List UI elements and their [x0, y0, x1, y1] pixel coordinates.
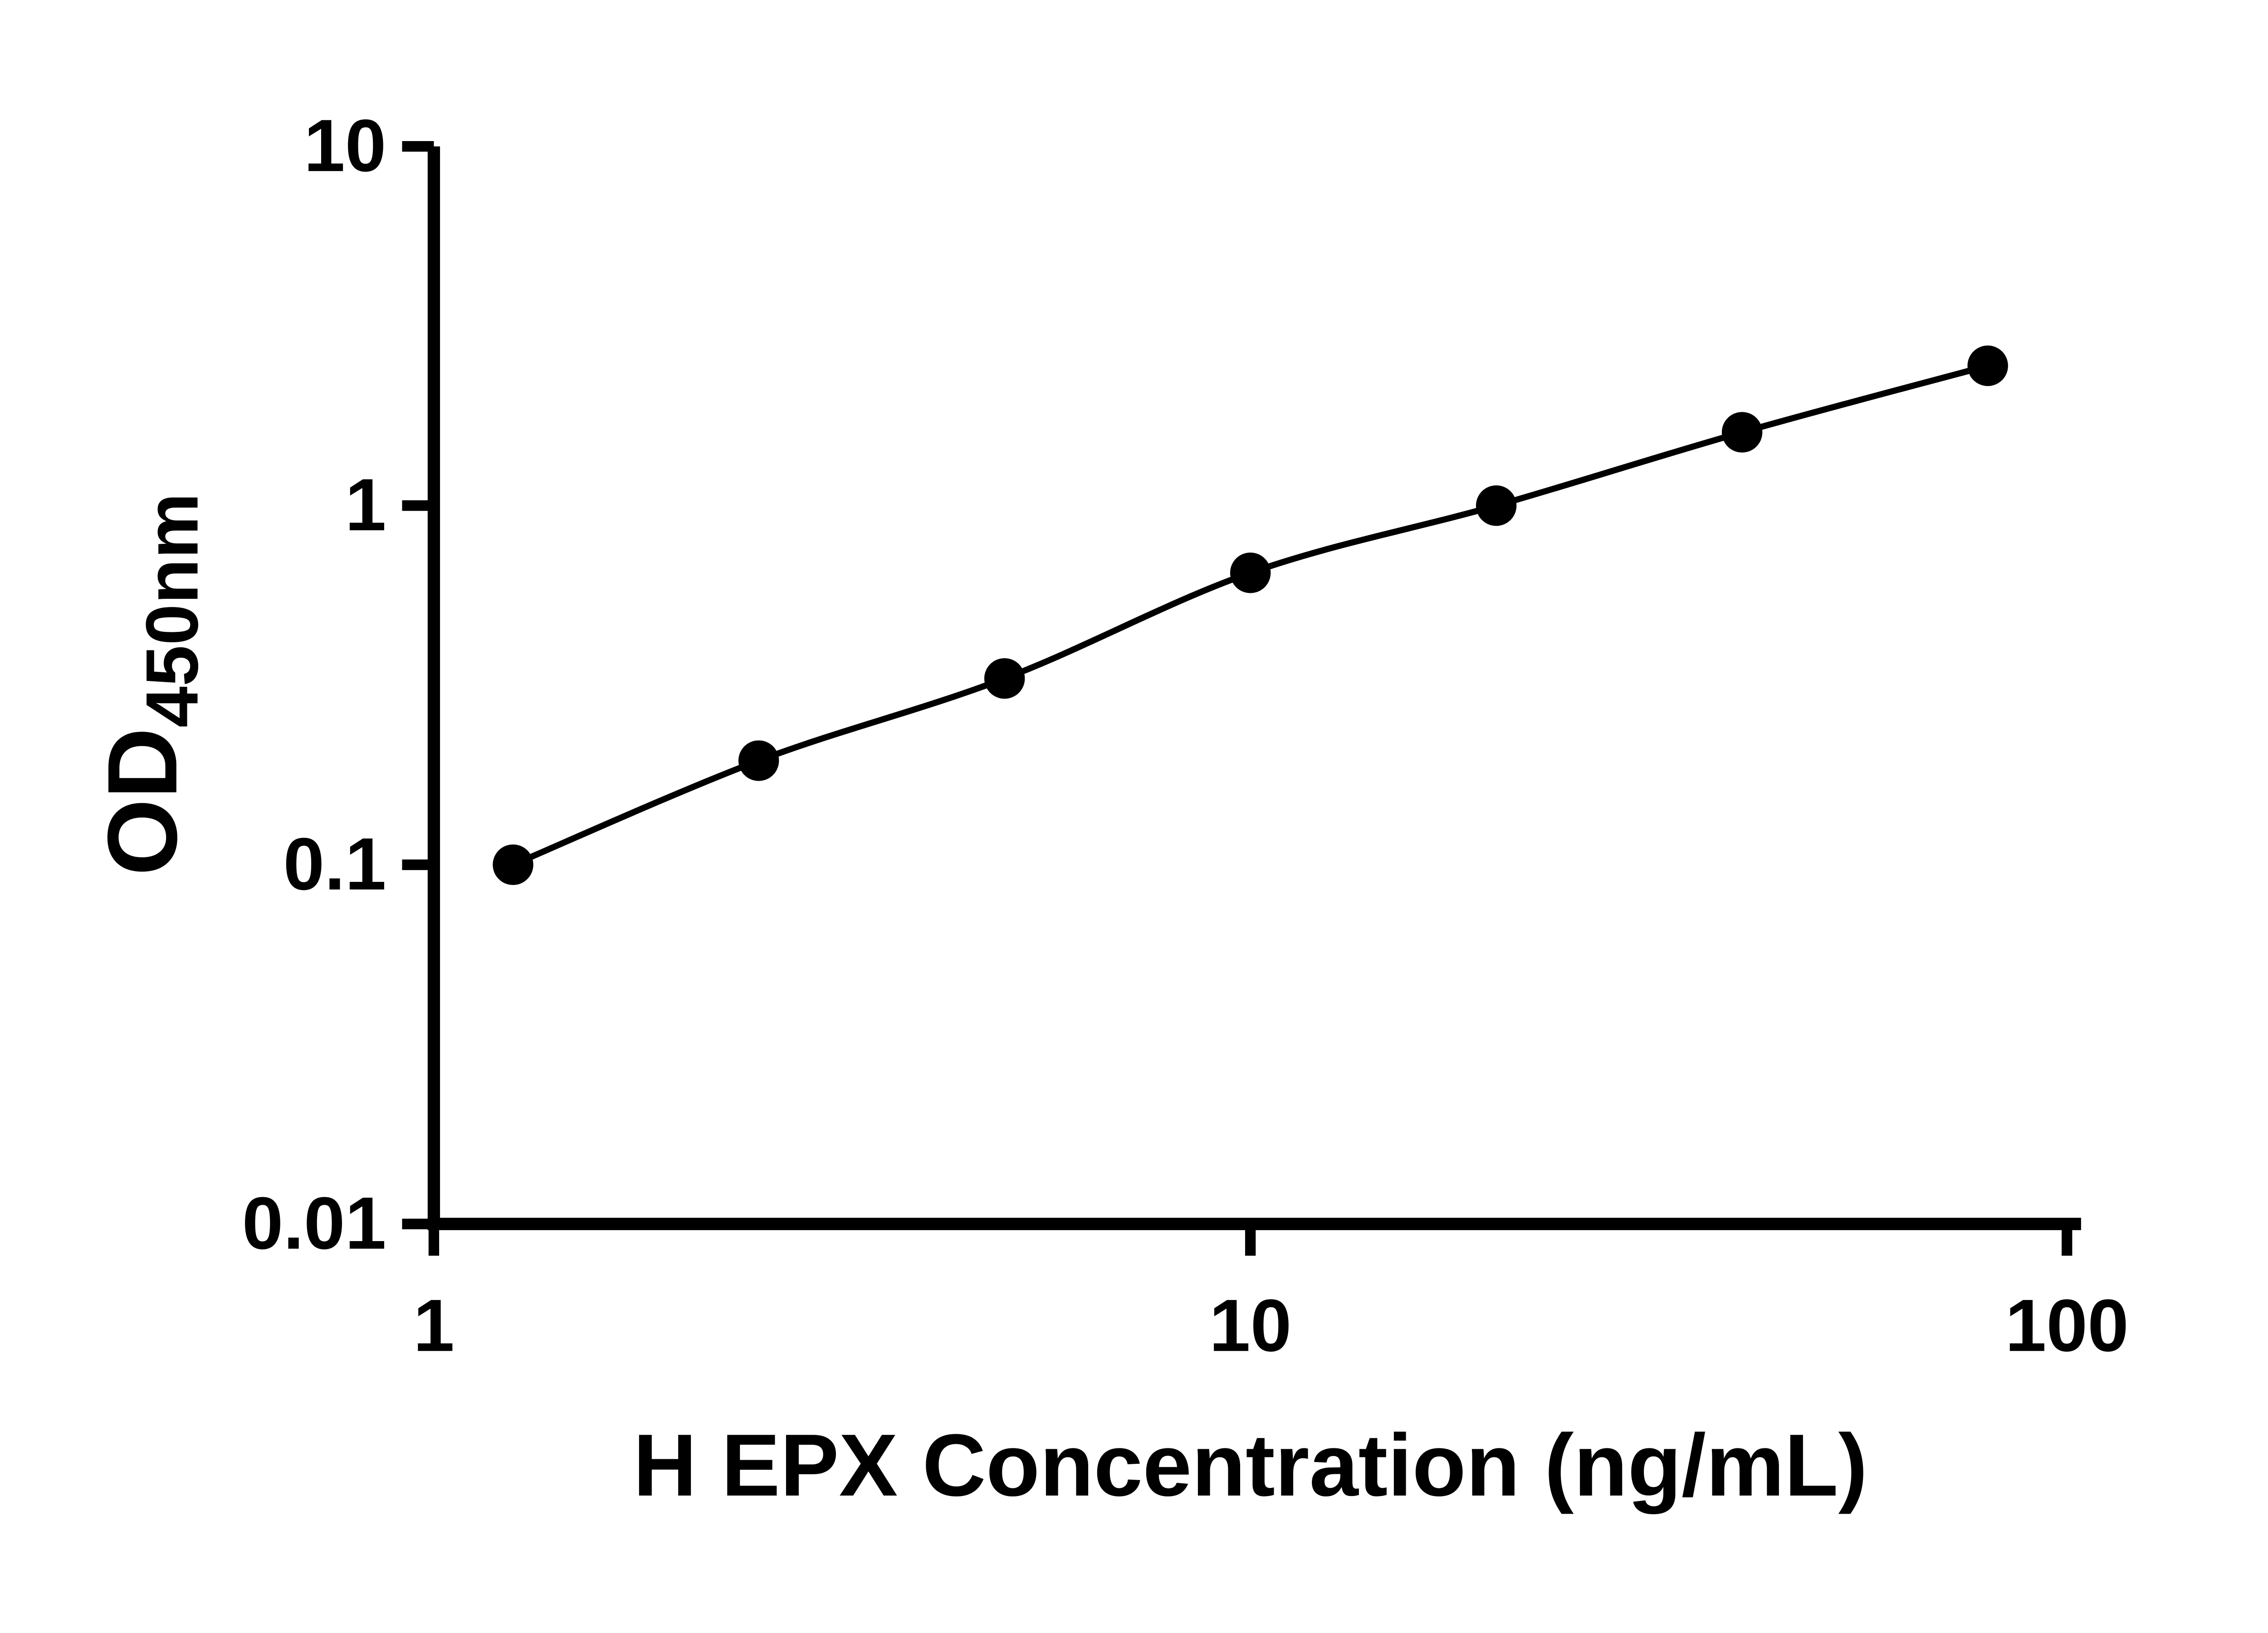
- y-axis-title-main: OD: [88, 728, 198, 876]
- standard-curve-chart: 1 10 100 10 1 0.1 0.01 H EPX Concentration (ng…: [87, 104, 2129, 1515]
- series-layer: [493, 345, 2008, 885]
- data-point: [1476, 485, 1517, 526]
- y-tick-label: 10: [304, 104, 386, 187]
- y-tick-label: 1: [345, 463, 386, 546]
- elisa-standard-curve-figure: 1 10 100 10 1 0.1 0.01 H EPX Concentration (ng…: [87, 104, 2129, 1515]
- y-tick-label: 0.1: [283, 822, 386, 905]
- data-point: [1721, 412, 1763, 453]
- y-tick-label: 0.01: [242, 1182, 386, 1265]
- data-point: [1230, 552, 1271, 593]
- ticks-layer: [402, 141, 2072, 1256]
- standard-curve-line: [512, 362, 1989, 868]
- axes-layer: [427, 146, 2081, 1230]
- x-tick-label: 10: [1209, 1284, 1292, 1367]
- data-point: [738, 740, 779, 781]
- x-tick-label: 1: [413, 1284, 455, 1367]
- x-axis-title: H EPX Concentration (ng/mL): [633, 1416, 1867, 1515]
- x-tick-label: 100: [2005, 1284, 2129, 1367]
- y-axis-title: OD450nm: [88, 493, 214, 876]
- data-point: [984, 658, 1025, 699]
- data-point: [1967, 345, 2008, 386]
- y-axis-title-subscript: 450nm: [130, 493, 213, 728]
- data-point: [493, 844, 533, 885]
- labels-layer: 1 10 100 10 1 0.1 0.01: [242, 104, 2129, 1367]
